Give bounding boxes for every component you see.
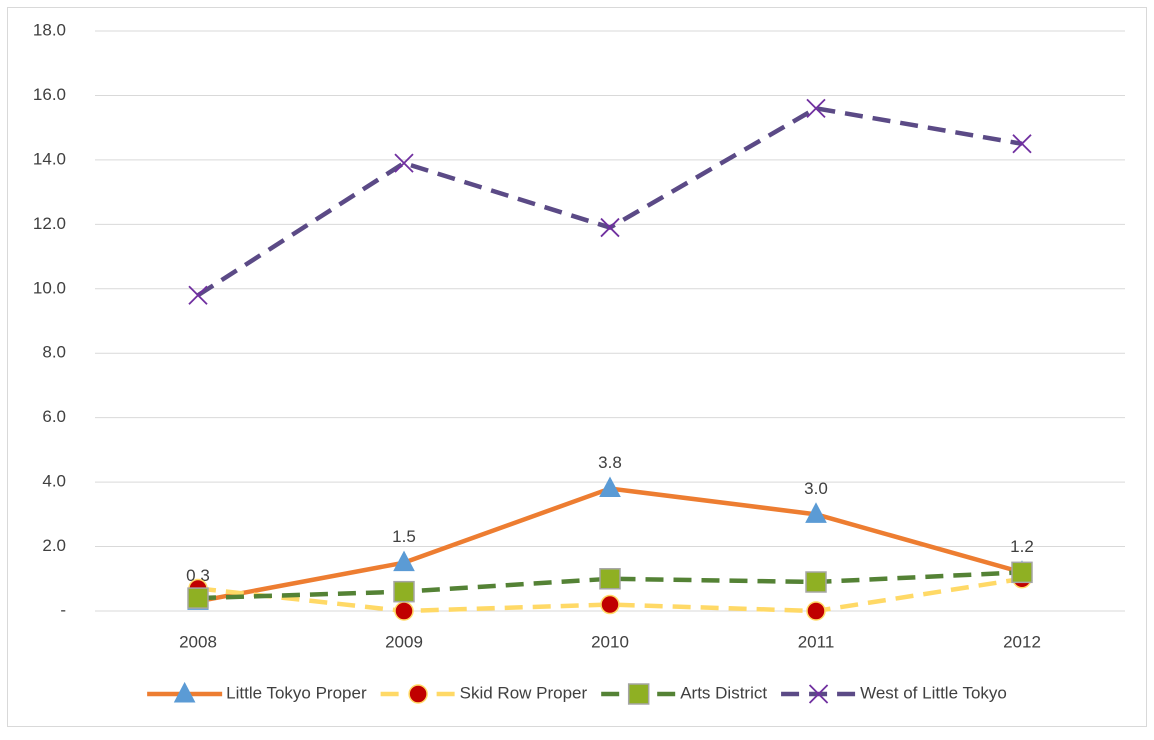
- marker: [394, 153, 414, 173]
- marker: [599, 568, 621, 590]
- marker: [394, 601, 414, 621]
- marker: [393, 550, 415, 572]
- legend-marker: [627, 683, 650, 705]
- y-tick-label: 12.0: [33, 214, 66, 233]
- marker: [600, 217, 620, 238]
- data-label: 1.5: [392, 527, 416, 546]
- y-tick-label: -: [60, 600, 66, 619]
- legend-label: West of Little Tokyo: [860, 683, 1007, 702]
- series-line: [197, 570, 1023, 601]
- series-line: [197, 576, 1023, 614]
- marker: [188, 285, 208, 305]
- x-tick-label: 2012: [1003, 632, 1041, 651]
- chart-border: [7, 7, 1147, 727]
- y-tick-label: 2.0: [42, 536, 66, 555]
- y-tick-label: 6.0: [42, 407, 66, 426]
- x-tick-label: 2010: [591, 632, 629, 651]
- y-tick-label: 16.0: [33, 85, 66, 104]
- marker: [600, 594, 620, 615]
- y-tick-label: 10.0: [33, 278, 66, 297]
- data-label: 0.3: [186, 566, 210, 585]
- marker: [393, 580, 415, 603]
- marker: [806, 601, 826, 621]
- legend-marker: [173, 681, 196, 703]
- marker: [805, 502, 827, 523]
- x-tick-label: 2011: [798, 632, 835, 651]
- marker: [1011, 561, 1033, 584]
- marker: [599, 476, 621, 498]
- data-label: 1.2: [1010, 537, 1034, 556]
- y-tick-label: 8.0: [42, 343, 66, 362]
- data-label: 3.8: [598, 453, 622, 472]
- y-tick-label: 14.0: [33, 149, 66, 168]
- legend-label: Arts District: [680, 683, 767, 702]
- x-tick-label: 2009: [385, 632, 423, 651]
- legend-marker: [808, 684, 829, 704]
- marker: [187, 587, 209, 609]
- marker: [1012, 134, 1032, 154]
- legend-label: Little Tokyo Proper: [226, 683, 367, 702]
- x-tick-label: 2008: [179, 632, 217, 651]
- legend-marker: [408, 684, 428, 704]
- legend: Little Tokyo Proper Skid Row Proper Arts D…: [147, 681, 1007, 705]
- marker: [806, 98, 826, 118]
- data-label: 3.0: [804, 479, 828, 498]
- legend-label: Skid Row Proper: [460, 683, 588, 702]
- y-tick-label: 18.0: [33, 20, 66, 39]
- y-tick-label: 4.0: [42, 472, 66, 491]
- marker: [805, 571, 827, 593]
